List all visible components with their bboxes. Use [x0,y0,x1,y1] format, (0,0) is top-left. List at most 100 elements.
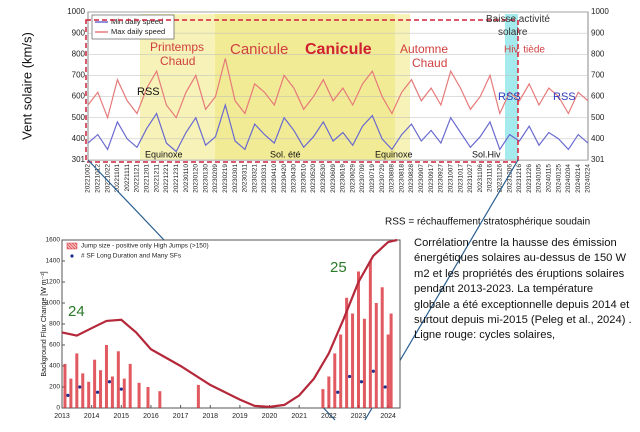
point [119,387,123,391]
x-tick-label: 2020 [262,413,278,420]
x-tick-label: 20221022 [104,164,111,193]
bar [81,373,85,408]
y-tick-label: 500 [72,113,86,122]
x-tick-label: 20221211 [153,164,160,193]
speed-chart: 301 301 400 400 500 500 600 600 700 700 800 800 900 9… [67,7,609,193]
x-tick-label: 2024 [380,413,396,420]
bar [327,376,331,408]
y-tick-label: 400 [49,363,60,370]
annotation: RSS [553,91,576,103]
bar [122,378,126,408]
x-tick-label: 2022 [321,413,337,420]
bar [69,378,73,408]
x-tick-label: 20240105 [536,164,543,193]
legend-label: Jump size - positive only High Jumps (>1… [81,243,209,250]
x-tick-label: 20240224 [585,164,592,193]
bar [362,318,366,408]
annotation: RSS [137,86,160,98]
bar [93,359,97,408]
y-tick-label: 1200 [46,279,61,286]
x-tick-label: 20230629 [349,164,356,193]
y-tick-label: 1400 [46,258,61,265]
y-tick-label: 1000 [46,300,61,307]
x-tick-label: 20230619 [340,164,347,193]
x-tick-label: 20230219 [222,164,229,193]
highlight-box [85,19,519,163]
annotation: Equinoxe [145,149,183,159]
x-tick-label: 2013 [54,413,70,420]
x-tick-label: 20221012 [95,164,102,193]
y2-tick-label: 700 [591,71,605,80]
bar [75,353,79,408]
y-tick-label: 0 [56,405,60,412]
x-tick-label: 20231126 [496,164,503,193]
x-tick-label: 20230510 [300,164,307,193]
x-tick-label: 20240204 [565,164,572,193]
x-tick-label: 20231007 [447,164,454,193]
annotation: Equinoxe [375,149,413,159]
x-tick-label: 20231106 [477,164,484,193]
caption: Corrélation entre la hausse des émission… [414,237,632,342]
x-tick-label: 20230828 [408,164,415,193]
x-tick-label: 20221221 [163,164,170,193]
x-tick-label: 20230927 [438,164,445,193]
x-tick-label: 20230331 [261,164,268,193]
x-tick-label: 20230410 [271,164,278,193]
x-tick-label: 20230917 [428,164,435,193]
low-activity-zone [505,14,518,160]
x-tick-label: 20231027 [467,164,474,193]
x-tick-label: 20231216 [516,164,523,193]
point [66,393,70,397]
x-tick-label: 20240214 [575,164,582,193]
bar [104,345,108,408]
bar [333,353,337,408]
y-axis-label: Vent solaire (km/s) [19,32,34,140]
y2-tick-label: 1000 [591,7,609,16]
point [359,380,364,384]
x-tick-label: 20230110 [183,164,190,193]
x-tick-label: 20230420 [281,164,288,193]
x-tick-label: 20230907 [418,164,425,193]
point [371,369,375,373]
x-tick-label: 20231116 [487,164,494,192]
x-tick-label: 20230719 [369,164,376,193]
point [78,385,82,389]
bar [389,313,393,408]
legend-box [91,14,175,40]
bar [339,334,343,408]
bar [146,387,150,408]
heat-zone [215,14,395,160]
y-tick-label: 800 [49,321,60,328]
series-line [87,58,589,120]
y-tick-label: 800 [72,49,86,58]
x-tick-label: 20231017 [457,164,464,193]
bar [368,261,372,408]
y-tick-label: 301 [72,155,86,164]
x-tick-label: 20221002 [85,164,92,193]
x-tick-label: 20230209 [212,164,219,193]
bar [110,376,114,408]
y-tick-label: 700 [72,71,86,80]
x-tick-label: 20221111 [124,164,131,192]
bar [380,287,384,408]
flux-chart: 0 200 400 600 800 1000 1200 1400 1600 2013 2014 201… [46,237,398,420]
x-tick-label: 20230120 [193,164,200,193]
x-tick-label: 2015 [114,413,130,420]
bar [386,334,390,408]
x-tick-label: 20230520 [310,164,317,193]
x-tick-label: 20221101 [114,164,121,193]
annotation: Baisse activité solaire [486,14,550,38]
bar [196,384,200,408]
annotation: Canicule [230,41,288,58]
x-tick-label: 2019 [232,413,248,420]
x-tick-label: 2023 [351,413,367,420]
bar [63,363,67,408]
x-tick-label: 20231226 [526,164,533,193]
x-tick-label: 2014 [84,413,100,420]
annotation: 25 [330,259,347,276]
bar [87,381,91,408]
point [107,380,112,384]
x-tick-label: 20230130 [202,164,209,193]
